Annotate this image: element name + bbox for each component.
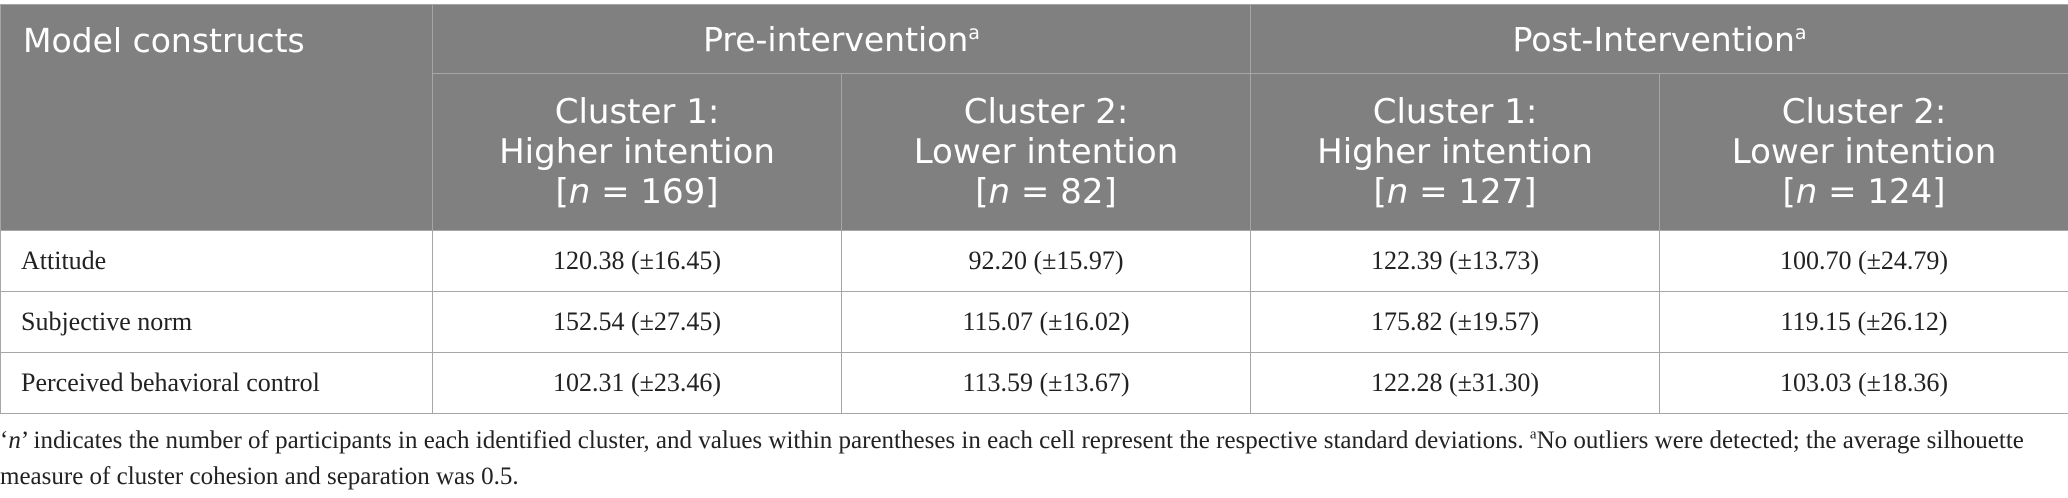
header-pre-intervention: Pre-interventiona [431, 4, 1252, 74]
table-container: Model constructs Pre-interventiona Post-… [0, 4, 2068, 414]
header-post-intervention: Post-Interventiona [1250, 4, 2068, 74]
header-model-constructs: Model constructs [0, 4, 433, 231]
table-cell: 115.07 (±16.02) [840, 291, 1252, 353]
table-cell: 175.82 (±19.57) [1250, 291, 1661, 353]
table-cell: 113.59 (±13.67) [840, 352, 1252, 414]
superscript-a: a [1794, 21, 1807, 44]
table-cell: 122.28 (±31.30) [1250, 352, 1661, 414]
table-footnote: ‘n’ indicates the number of participants… [0, 426, 2024, 490]
superscript-a: a [968, 21, 980, 44]
table-cell: 100.70 (±24.79) [1659, 230, 2068, 292]
table-cell: 122.39 (±13.73) [1250, 230, 1661, 292]
header-post-cluster-1: Cluster 1: Higher intention [n = 127] [1250, 73, 1661, 231]
table-cell: 102.31 (±23.46) [432, 352, 842, 414]
table-cell: 120.38 (±16.45) [432, 230, 842, 292]
row-label-attitude: Attitude [0, 230, 433, 292]
table-cell: 152.54 (±27.45) [432, 291, 842, 353]
header-pre-cluster-1: Cluster 1: Higher intention [n = 169] [432, 73, 842, 231]
footnote-superscript-a: a [1529, 426, 1537, 443]
table-cell: 92.20 (±15.97) [840, 230, 1252, 292]
table-row: Subjective norm 152.54 (±27.45) 115.07 (… [0, 291, 2068, 353]
row-label-perceived-behavioral-control: Perceived behavioral control [0, 352, 433, 414]
header-row-groups: Model constructs Pre-interventiona Post-… [0, 4, 2068, 231]
header-post-cluster-2: Cluster 2: Lower intention [n = 124] [1659, 73, 2068, 231]
table-cell: 103.03 (±18.36) [1659, 352, 2068, 414]
table-row: Attitude 120.38 (±16.45) 92.20 (±15.97) … [0, 230, 2068, 292]
row-label-subjective-norm: Subjective norm [0, 291, 433, 353]
header-row-clusters: Cluster 1: Higher intention [n = 169] Cl… [1, 73, 2068, 231]
table-cell: 119.15 (±26.12) [1659, 291, 2068, 353]
header-pre-cluster-2: Cluster 2: Lower intention [n = 82] [840, 73, 1252, 231]
table-row: Perceived behavioral control 102.31 (±23… [0, 352, 2068, 414]
cluster-table: Model constructs Pre-interventiona Post-… [0, 4, 2068, 414]
